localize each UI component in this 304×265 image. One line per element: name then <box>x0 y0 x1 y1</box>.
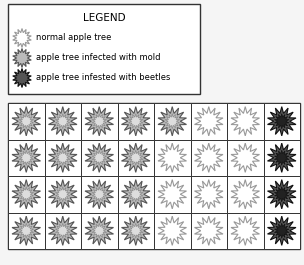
Bar <box>118 176 154 213</box>
Polygon shape <box>195 180 223 209</box>
Polygon shape <box>49 143 77 172</box>
Bar <box>118 139 154 176</box>
Polygon shape <box>274 223 289 238</box>
Bar <box>81 103 118 139</box>
Bar <box>44 213 81 249</box>
Bar <box>227 176 264 213</box>
Polygon shape <box>92 223 107 238</box>
Polygon shape <box>85 143 113 172</box>
Polygon shape <box>19 150 34 165</box>
Polygon shape <box>158 107 186 136</box>
Polygon shape <box>55 150 70 165</box>
Bar <box>81 176 118 213</box>
Bar <box>44 103 81 139</box>
Polygon shape <box>268 107 296 136</box>
Polygon shape <box>92 187 107 202</box>
Polygon shape <box>12 107 40 136</box>
Text: apple tree infected with mold: apple tree infected with mold <box>36 54 161 63</box>
Polygon shape <box>274 187 289 202</box>
Bar <box>227 103 264 139</box>
Polygon shape <box>85 216 113 245</box>
Polygon shape <box>49 180 77 209</box>
Polygon shape <box>12 216 40 245</box>
Polygon shape <box>128 150 143 165</box>
Text: apple tree infested with beetles: apple tree infested with beetles <box>36 73 170 82</box>
Text: normal apple tree: normal apple tree <box>36 33 111 42</box>
Polygon shape <box>274 150 289 165</box>
Bar <box>227 139 264 176</box>
Polygon shape <box>19 114 34 129</box>
Bar <box>8 213 44 249</box>
Polygon shape <box>13 68 31 87</box>
Polygon shape <box>122 216 150 245</box>
Polygon shape <box>122 107 150 136</box>
Polygon shape <box>195 216 223 245</box>
Bar <box>81 213 118 249</box>
Polygon shape <box>12 180 40 209</box>
Bar <box>264 139 300 176</box>
Text: LEGEND: LEGEND <box>83 13 125 23</box>
Polygon shape <box>122 143 150 172</box>
Polygon shape <box>13 29 31 47</box>
Polygon shape <box>12 143 40 172</box>
Bar <box>8 176 44 213</box>
Bar <box>191 176 227 213</box>
Bar <box>191 139 227 176</box>
Bar <box>191 103 227 139</box>
Polygon shape <box>49 107 77 136</box>
Bar <box>154 103 191 139</box>
Bar <box>118 213 154 249</box>
Polygon shape <box>85 180 113 209</box>
Polygon shape <box>158 143 186 172</box>
Polygon shape <box>128 187 143 202</box>
Polygon shape <box>49 216 77 245</box>
Bar <box>154 139 191 176</box>
Polygon shape <box>268 143 296 172</box>
Bar <box>8 139 44 176</box>
Bar <box>8 4 200 94</box>
Polygon shape <box>231 107 260 136</box>
Polygon shape <box>268 216 296 245</box>
Polygon shape <box>274 114 289 129</box>
Bar <box>264 176 300 213</box>
Polygon shape <box>85 107 113 136</box>
Polygon shape <box>231 216 260 245</box>
Polygon shape <box>92 150 107 165</box>
Bar <box>264 103 300 139</box>
Bar <box>154 213 191 249</box>
Polygon shape <box>128 223 143 238</box>
Bar <box>8 103 44 139</box>
Polygon shape <box>165 114 180 129</box>
Bar <box>44 139 81 176</box>
Bar <box>191 213 227 249</box>
Polygon shape <box>55 114 70 129</box>
Polygon shape <box>13 48 31 68</box>
Bar <box>154 176 191 213</box>
Polygon shape <box>19 223 34 238</box>
Bar <box>264 213 300 249</box>
Bar <box>81 139 118 176</box>
Bar <box>227 213 264 249</box>
Polygon shape <box>195 107 223 136</box>
Bar <box>118 103 154 139</box>
Polygon shape <box>122 180 150 209</box>
Polygon shape <box>158 180 186 209</box>
Bar <box>8 103 300 249</box>
Polygon shape <box>128 114 143 129</box>
Polygon shape <box>158 216 186 245</box>
Polygon shape <box>268 180 296 209</box>
Polygon shape <box>19 187 34 202</box>
Polygon shape <box>55 223 70 238</box>
Bar <box>44 176 81 213</box>
Polygon shape <box>55 187 70 202</box>
Polygon shape <box>231 143 260 172</box>
Polygon shape <box>231 180 260 209</box>
Polygon shape <box>195 143 223 172</box>
Polygon shape <box>92 114 107 129</box>
